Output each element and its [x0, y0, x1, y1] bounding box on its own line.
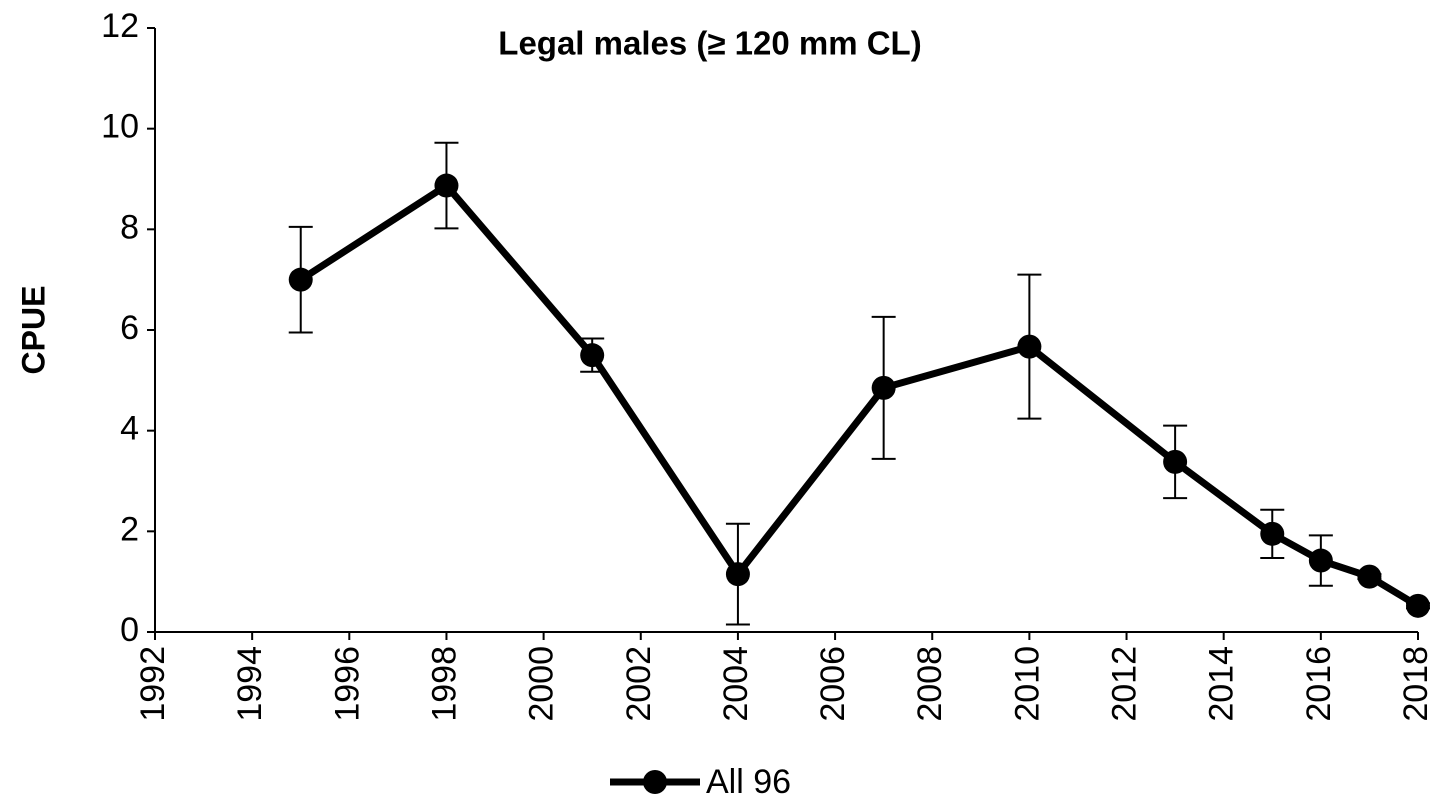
x-tick-label: 2018	[1397, 646, 1435, 722]
x-tick-label: 2016	[1300, 646, 1338, 722]
y-tick-label: 10	[101, 108, 139, 146]
point	[1260, 521, 1285, 546]
point	[580, 343, 605, 368]
y-axis-label: CPUE	[15, 286, 51, 375]
x-tick-label: 2004	[717, 646, 755, 722]
x-tick-label: 1994	[231, 646, 269, 722]
x-tick-label: 2006	[814, 646, 852, 722]
x-tick-label: 1998	[425, 646, 463, 722]
point	[434, 173, 459, 198]
legend-label: All 96	[706, 763, 791, 801]
x-tick-label: 2014	[1203, 646, 1241, 722]
y-tick-label: 6	[120, 309, 139, 347]
y-tick-label: 12	[101, 7, 139, 45]
x-tick-label: 2000	[523, 646, 561, 722]
chart-title: Legal males (≥ 120 mm CL)	[498, 25, 921, 62]
point	[1308, 548, 1333, 573]
x-tick-label: 1992	[134, 646, 172, 722]
y-tick-label: 4	[120, 410, 139, 448]
y-tick-label: 2	[120, 510, 139, 548]
x-tick-label: 2002	[620, 646, 658, 722]
point	[288, 267, 313, 292]
point	[1017, 334, 1042, 359]
point	[1406, 593, 1430, 618]
y-tick-label: 0	[120, 611, 139, 649]
x-tick-label: 2008	[911, 646, 949, 722]
point	[1357, 564, 1382, 589]
y-tick-label: 8	[120, 208, 139, 246]
point	[725, 562, 750, 587]
legend-marker	[643, 770, 667, 794]
x-tick-label: 2012	[1106, 646, 1144, 722]
point	[1163, 449, 1188, 474]
series-line	[298, 182, 1420, 609]
x-tick-label: 1996	[328, 646, 366, 722]
x-tick-label: 2010	[1008, 646, 1046, 722]
point	[871, 375, 896, 400]
